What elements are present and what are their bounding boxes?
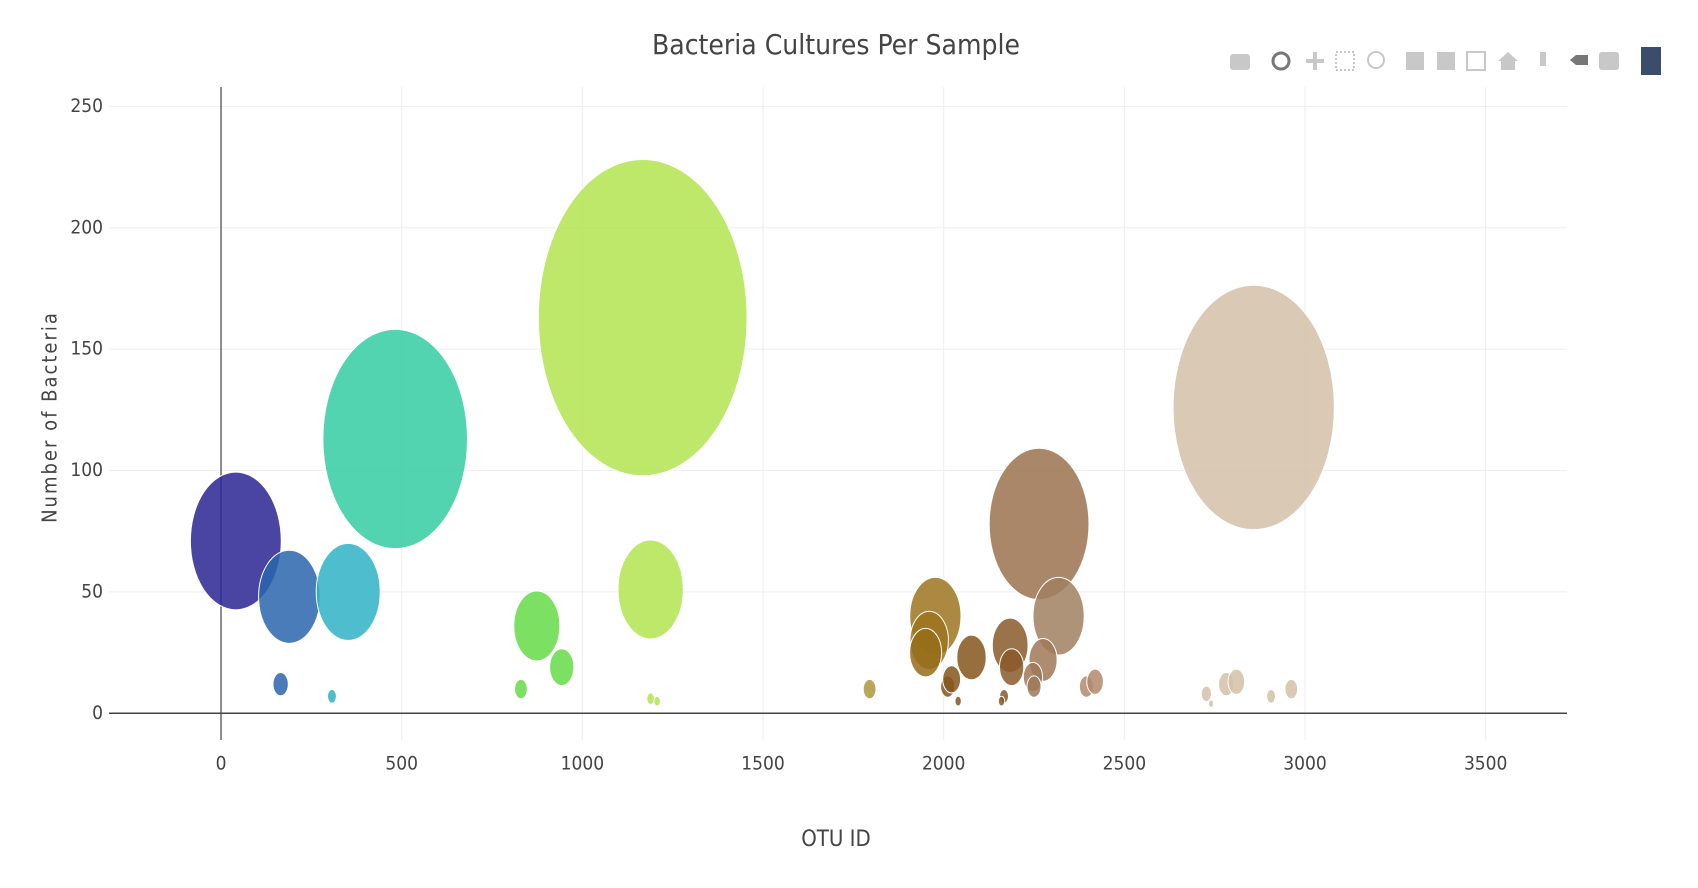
x-tick-label: 0 <box>216 753 227 775</box>
x-tick-label: 3500 <box>1464 753 1508 775</box>
x-tick-label: 3000 <box>1283 753 1327 775</box>
bubble <box>617 539 684 640</box>
bubble <box>653 695 661 707</box>
x-tick-label: 2000 <box>922 753 966 775</box>
y-tick-label: 50 <box>81 580 103 602</box>
spike-button[interactable] <box>1540 52 1546 66</box>
zoom-in-button[interactable] <box>1406 52 1424 70</box>
x-axis-label: OTU ID <box>801 827 871 852</box>
box-select-button[interactable] <box>1335 51 1355 71</box>
modebar <box>1230 47 1661 75</box>
y-tick-label: 150 <box>70 338 103 360</box>
bubble <box>326 689 337 704</box>
x-tick-label: 1000 <box>561 753 605 775</box>
bubble <box>514 678 528 700</box>
x-tick-label: 2500 <box>1103 753 1147 775</box>
bubble <box>956 634 987 681</box>
bubble <box>646 692 655 706</box>
bubble <box>862 678 877 700</box>
hover-compare-button[interactable] <box>1599 52 1619 70</box>
bubble <box>513 590 561 662</box>
bubble <box>997 695 1006 707</box>
plotly-logo[interactable] <box>1641 47 1661 75</box>
bubble <box>1172 284 1335 531</box>
y-axis-label: Number of Bacteria <box>38 311 62 523</box>
reset-button[interactable] <box>1498 52 1518 70</box>
bubble <box>272 672 289 697</box>
chart-title: Bacteria Cultures Per Sample <box>652 28 1020 61</box>
autoscale-button[interactable] <box>1466 51 1486 71</box>
y-tick-label: 200 <box>70 216 103 238</box>
x-tick-label: 500 <box>385 753 418 775</box>
bubble <box>315 542 381 641</box>
bubble <box>1086 668 1104 695</box>
bubble <box>998 648 1025 687</box>
bubble <box>537 159 748 477</box>
bubble <box>189 471 282 611</box>
bubble <box>988 447 1090 601</box>
zoom-out-button[interactable] <box>1437 52 1455 70</box>
camera-button[interactable] <box>1230 54 1250 70</box>
zoom-button[interactable] <box>1271 51 1291 71</box>
bubble <box>1227 668 1246 695</box>
bubble <box>549 648 575 687</box>
y-tick-label: 0 <box>92 702 103 724</box>
lasso-button[interactable] <box>1367 51 1385 69</box>
bubble <box>1032 576 1085 656</box>
bubble <box>322 328 468 550</box>
bubble <box>1200 685 1213 703</box>
bubble <box>1266 689 1277 704</box>
y-tick-label: 250 <box>70 95 103 117</box>
bubble <box>258 549 321 644</box>
hover-closest-button[interactable] <box>1570 55 1588 65</box>
bubble <box>942 665 962 694</box>
y-tick-label: 100 <box>70 459 103 481</box>
bubble <box>1208 699 1215 708</box>
x-tick-label: 1500 <box>741 753 785 775</box>
bubble <box>909 627 943 678</box>
bubble <box>954 695 962 707</box>
pan-button[interactable] <box>1306 52 1324 70</box>
bubble <box>1026 675 1042 698</box>
bubble <box>1284 678 1299 700</box>
